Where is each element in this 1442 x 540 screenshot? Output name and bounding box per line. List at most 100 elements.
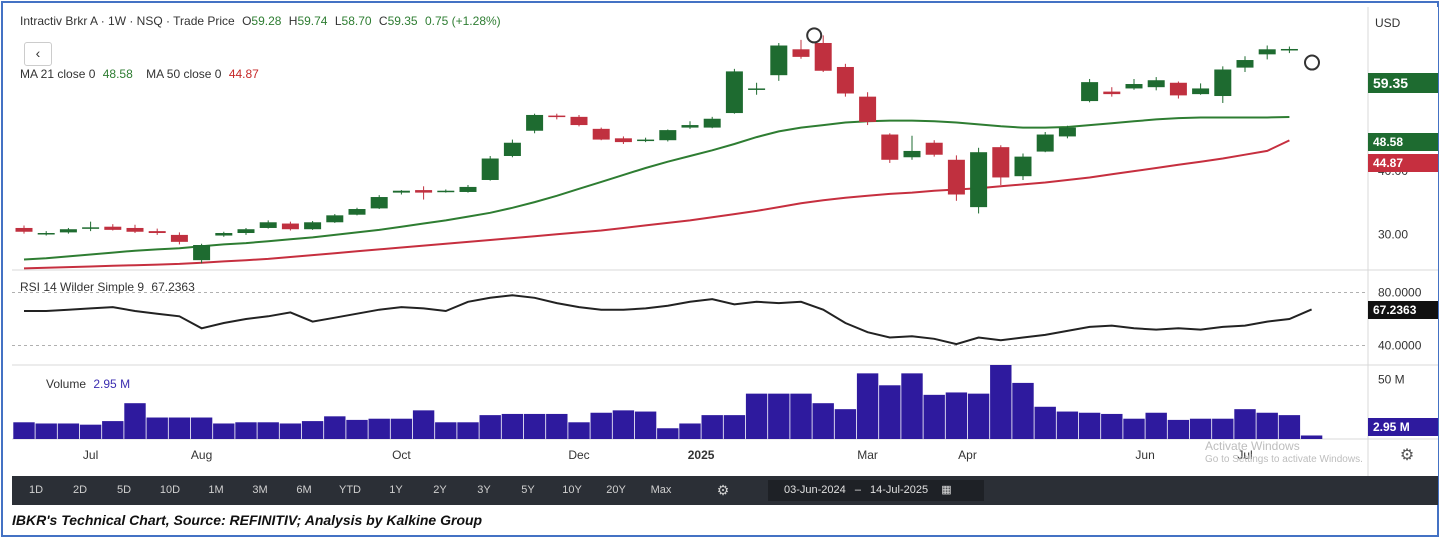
range-button-5d[interactable]: 5D: [116, 484, 132, 496]
date-range-picker[interactable]: 03-Jun-2024 – 14-Jul-2025 ▦: [768, 480, 984, 501]
range-button-1m[interactable]: 1M: [208, 484, 224, 496]
candle-body: [859, 96, 877, 122]
candle-body: [681, 125, 699, 128]
currency-label: USD: [1375, 16, 1401, 30]
candle-body: [15, 227, 33, 232]
low-value: 58.70: [341, 14, 372, 28]
candle-body: [170, 234, 188, 242]
candle-body: [792, 49, 810, 57]
candle-body: [614, 138, 632, 143]
x-axis-label: Dec: [568, 448, 589, 462]
volume-bar: [568, 422, 590, 439]
candle-body: [126, 227, 144, 232]
candle-body: [725, 71, 743, 114]
date-start: 03-Jun-2024: [784, 484, 846, 496]
volume-tick-label: 50 M: [1378, 372, 1405, 386]
candle-body: [1258, 49, 1276, 55]
volume-bar: [1189, 418, 1212, 439]
candle-body: [237, 229, 255, 234]
ma-legend: MA 21 close 0 48.58 MA 50 close 0 44.87: [20, 67, 259, 81]
price-tick-label: 30.00: [1378, 227, 1408, 241]
back-button[interactable]: ‹: [24, 42, 52, 66]
volume-bar: [546, 413, 568, 439]
candle-body: [392, 190, 410, 193]
volume-bar: [790, 393, 812, 439]
candle-body: [1280, 48, 1298, 51]
volume-bar: [590, 412, 612, 439]
change-value: 0.75 (+1.28%): [424, 14, 501, 28]
volume-bar: [1278, 415, 1301, 439]
x-axis-label: Jul: [83, 448, 98, 462]
x-axis-label: 2025: [688, 448, 715, 462]
candle-body: [548, 115, 566, 118]
candle-body: [437, 190, 455, 193]
figure-caption: IBKR's Technical Chart, Source: REFINITI…: [12, 512, 483, 528]
toolbar-settings-button[interactable]: ⚙: [712, 480, 734, 501]
volume-bar: [346, 419, 368, 439]
candle-body: [281, 223, 299, 230]
candle-body: [592, 128, 610, 140]
x-axis-label: Aug: [191, 448, 212, 462]
rsi-price-tag: 67.2363: [1368, 301, 1438, 319]
chart-settings-button[interactable]: ⚙: [1398, 447, 1416, 465]
volume-bar: [657, 428, 679, 439]
range-button-10y[interactable]: 10Y: [562, 484, 582, 496]
candle-body: [348, 209, 366, 215]
volume-bar: [1101, 413, 1123, 439]
volume-bar: [435, 422, 457, 439]
last-price-tag: 59.35: [1368, 73, 1438, 93]
range-button-3y[interactable]: 3Y: [477, 484, 491, 496]
candle-body: [970, 152, 988, 208]
open-label: O: [242, 14, 252, 28]
x-axis-label: Jul: [1237, 448, 1252, 462]
volume-bar: [967, 393, 990, 439]
range-button-20y[interactable]: 20Y: [606, 484, 626, 496]
volume-bar: [257, 422, 279, 439]
candle-body: [503, 142, 521, 156]
open-value: 59.28: [251, 14, 282, 28]
volume-bar: [35, 423, 57, 439]
candle-body: [1236, 60, 1254, 68]
candle-body: [259, 222, 277, 228]
volume-bar: [146, 417, 168, 439]
range-button-2y[interactable]: 2Y: [433, 484, 447, 496]
rsi-line: [24, 294, 1312, 346]
volume-bar: [1034, 406, 1056, 439]
volume-bar: [213, 423, 235, 439]
range-button-5y[interactable]: 5Y: [521, 484, 535, 496]
range-button-10d[interactable]: 10D: [159, 484, 181, 496]
candle-body: [1192, 88, 1210, 95]
range-button-1d[interactable]: 1D: [28, 484, 44, 496]
volume-bar: [168, 417, 191, 439]
range-button-3m[interactable]: 3M: [252, 484, 268, 496]
volume-bar: [923, 394, 945, 439]
candle-body: [881, 134, 899, 160]
volume-bar: [745, 393, 768, 439]
volume-bar: [612, 410, 635, 439]
range-button-ytd[interactable]: YTD: [339, 484, 361, 496]
candle-body: [326, 215, 344, 223]
volume-bar: [1145, 412, 1167, 439]
volume-bar: [1234, 409, 1256, 439]
gear-icon: ⚙: [716, 482, 730, 498]
candle-body: [1147, 80, 1165, 88]
candle-body: [1014, 156, 1032, 177]
range-button-2d[interactable]: 2D: [72, 484, 88, 496]
candle-body: [1058, 127, 1076, 137]
candle-body: [836, 66, 854, 94]
rsi-tick-label: 80.0000: [1378, 286, 1422, 300]
range-button-max[interactable]: Max: [650, 484, 672, 496]
candle-body: [481, 158, 499, 180]
candle-body: [992, 147, 1010, 178]
range-button-1y[interactable]: 1Y: [389, 484, 403, 496]
volume-bar: [679, 423, 701, 439]
ma50-label: MA 50 close 0: [146, 67, 222, 81]
candle-body: [82, 227, 100, 229]
candle-body: [370, 197, 388, 209]
x-axis-label: Jun: [1135, 448, 1154, 462]
symbol-header: Intractiv Brkr A · 1W · NSQ · Trade Pric…: [20, 14, 501, 28]
range-button-6m[interactable]: 6M: [296, 484, 312, 496]
candle-body: [415, 190, 433, 193]
